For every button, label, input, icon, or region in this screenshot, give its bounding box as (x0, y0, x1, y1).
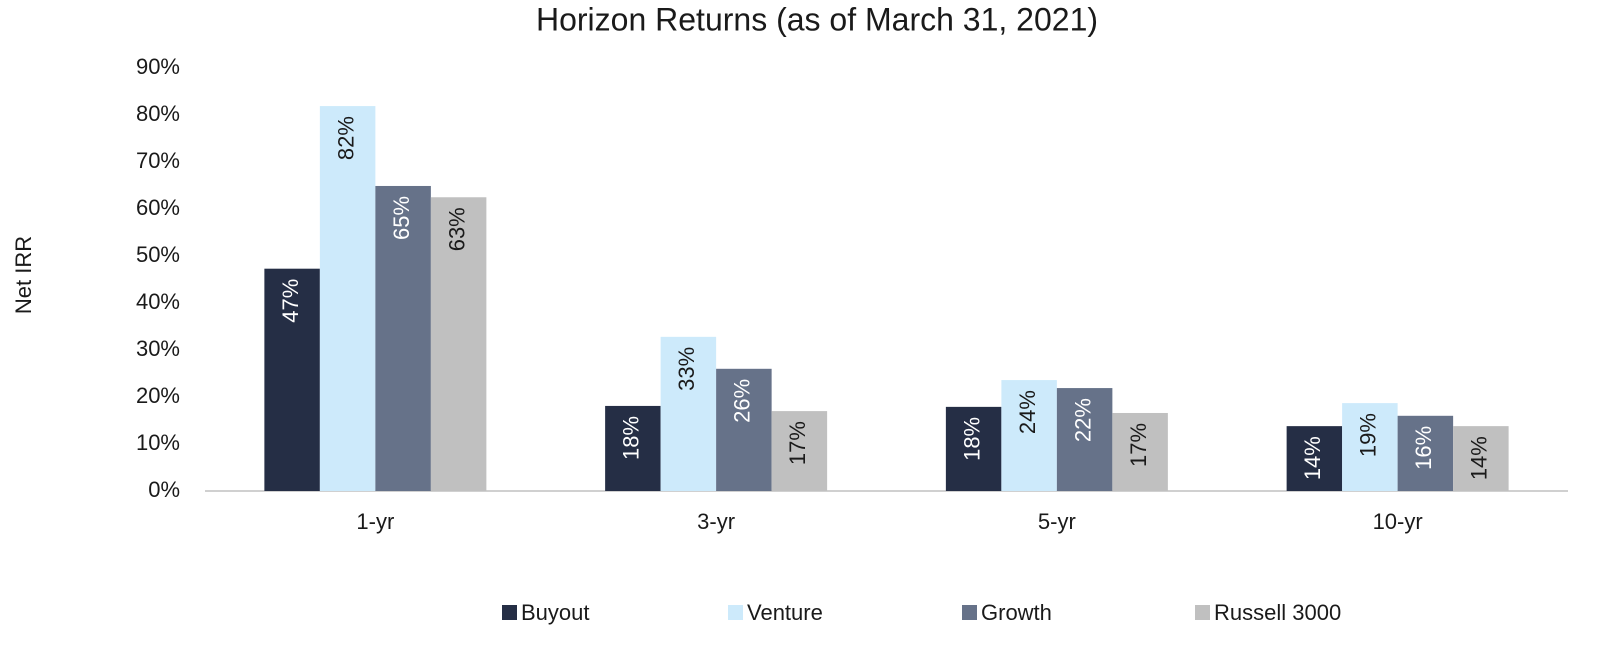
legend-label: Growth (981, 600, 1052, 625)
x-tick-label: 1-yr (356, 509, 394, 534)
chart-title: Horizon Returns (as of March 31, 2021) (536, 1, 1098, 37)
legend-swatch (1195, 605, 1210, 620)
y-tick-label: 0% (148, 477, 180, 502)
legend-swatch (728, 605, 743, 620)
data-label: 14% (1300, 436, 1325, 480)
legend-swatch (962, 605, 977, 620)
y-tick-label: 80% (136, 101, 180, 126)
bar (319, 106, 376, 491)
bar (1001, 380, 1057, 491)
data-label: 19% (1356, 413, 1381, 457)
x-tick-label: 10-yr (1373, 509, 1423, 534)
bar (945, 406, 1002, 491)
bar (1112, 412, 1168, 491)
bar (771, 411, 828, 491)
bar (264, 268, 320, 491)
y-tick-label: 50% (136, 242, 180, 267)
data-label: 16% (1411, 426, 1436, 470)
bar (1397, 415, 1454, 491)
y-tick-label: 60% (136, 195, 180, 220)
bar (1342, 403, 1398, 491)
bar (1453, 426, 1509, 491)
data-label: 26% (730, 379, 755, 423)
y-tick-label: 90% (136, 54, 180, 79)
data-label: 47% (278, 279, 303, 323)
y-axis-label: Net IRR (11, 236, 36, 314)
data-label: 82% (333, 116, 358, 160)
x-tick-label: 3-yr (697, 509, 735, 534)
bar (430, 197, 487, 491)
data-label: 22% (1070, 398, 1095, 442)
legend-swatch (502, 605, 517, 620)
data-label: 17% (1126, 423, 1151, 467)
x-tick-label: 5-yr (1038, 509, 1076, 534)
bar (1286, 426, 1343, 491)
bar (605, 405, 661, 491)
y-tick-label: 40% (136, 289, 180, 314)
legend-label: Venture (747, 600, 823, 625)
data-label: 18% (959, 417, 984, 461)
legend-label: Russell 3000 (1214, 600, 1341, 625)
data-label: 65% (389, 196, 414, 240)
bar (375, 185, 431, 491)
y-tick-label: 70% (136, 148, 180, 173)
data-label: 63% (444, 207, 469, 251)
y-tick-label: 20% (136, 383, 180, 408)
data-label: 18% (619, 416, 644, 460)
legend-label: Buyout (521, 600, 590, 625)
y-tick-label: 10% (136, 430, 180, 455)
bar (660, 336, 717, 491)
data-label: 17% (785, 421, 810, 465)
bar (1056, 388, 1113, 491)
data-label: 33% (674, 347, 699, 391)
data-label: 14% (1467, 436, 1492, 480)
data-label: 24% (1015, 390, 1040, 434)
y-tick-label: 30% (136, 336, 180, 361)
bar (716, 368, 772, 491)
